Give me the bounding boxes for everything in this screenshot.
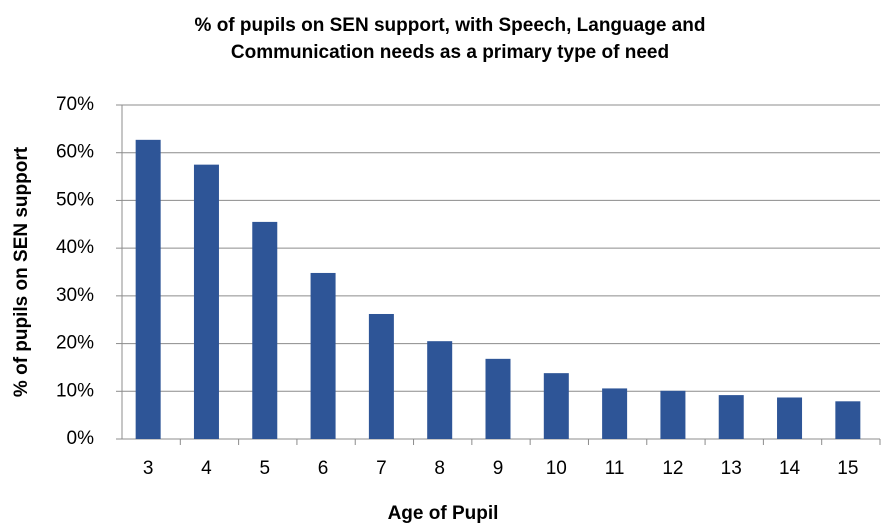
bar <box>718 395 744 439</box>
bar <box>835 401 861 439</box>
x-tick-label: 6 <box>318 458 329 479</box>
x-tick-label: 3 <box>143 458 154 479</box>
y-tick-label: 40% <box>56 237 94 258</box>
bar <box>602 388 628 439</box>
y-tick-label: 50% <box>56 189 94 210</box>
x-tick-label: 14 <box>779 458 801 479</box>
bar <box>485 358 511 439</box>
bar <box>660 390 686 439</box>
x-tick-label: 9 <box>493 458 504 479</box>
x-tick-label: 11 <box>605 458 625 479</box>
x-tick-label: 10 <box>546 458 567 479</box>
x-axis-title: Age of Pupil <box>388 503 499 524</box>
x-tick-label: 13 <box>721 458 742 479</box>
x-tick-label: 8 <box>434 458 445 479</box>
x-tick-label: 4 <box>201 458 212 479</box>
chart-title: % of pupils on SEN support, with Speech,… <box>194 15 706 63</box>
y-tick-label: 60% <box>56 142 94 163</box>
bar <box>135 139 161 439</box>
y-tick-label: 30% <box>56 285 94 306</box>
bar <box>193 164 219 439</box>
bar <box>427 341 453 439</box>
x-tick-label: 12 <box>662 458 683 479</box>
y-tick-label: 70% <box>56 94 94 115</box>
bar <box>368 313 394 439</box>
y-tick-label: 10% <box>56 380 94 401</box>
bar <box>252 221 278 439</box>
y-tick-label: 0% <box>67 428 95 449</box>
x-tick-label: 15 <box>837 458 858 479</box>
y-axis-title: % of pupils on SEN support <box>11 146 32 397</box>
bar <box>543 373 569 439</box>
x-tick-label: 7 <box>376 458 387 479</box>
x-tick-label: 5 <box>259 458 270 479</box>
bar <box>310 272 336 439</box>
bar <box>777 397 803 439</box>
y-tick-label: 20% <box>56 333 94 354</box>
